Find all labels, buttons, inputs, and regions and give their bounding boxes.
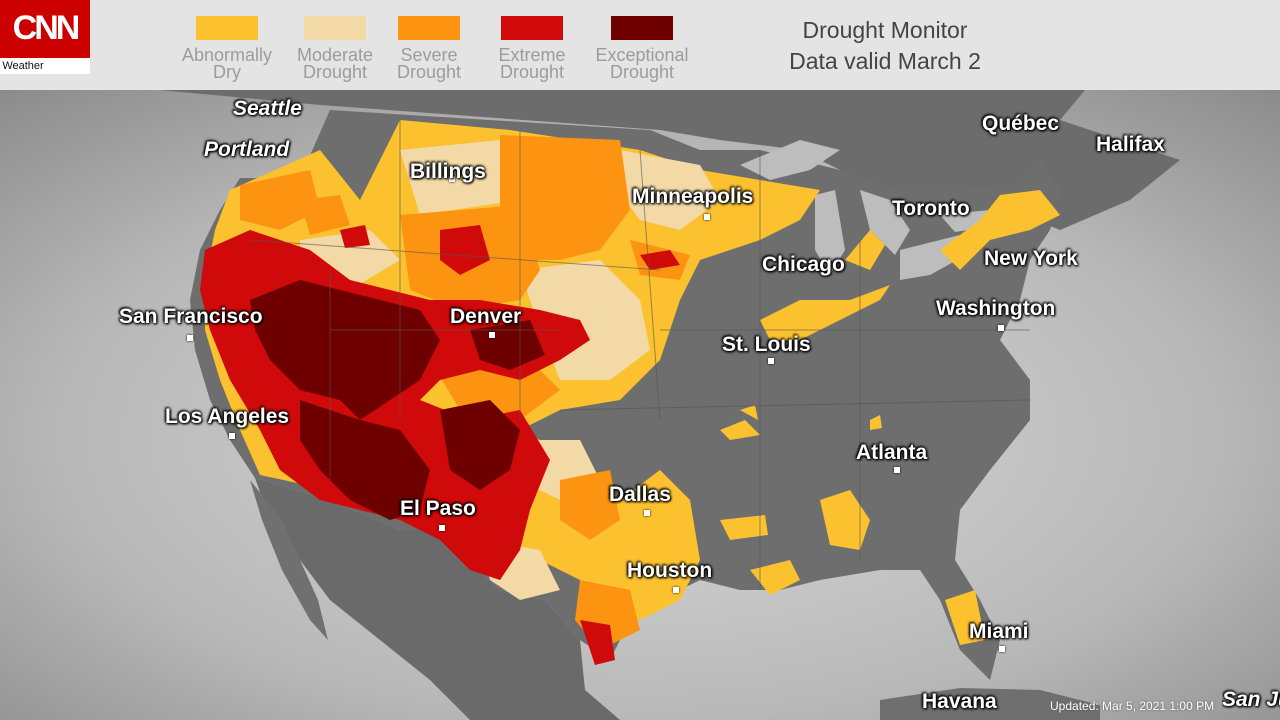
houston-marker xyxy=(673,587,679,593)
legend-item-exceptional-drought: Exceptional Drought xyxy=(590,16,694,81)
legend-swatch xyxy=(304,16,366,40)
title-line-2: Data valid March 2 xyxy=(789,48,981,74)
cuba-land xyxy=(880,688,1100,720)
city-label-halifax: Halifax xyxy=(1096,133,1165,156)
map-canvas xyxy=(0,90,1280,720)
washington-marker xyxy=(998,325,1004,331)
map-title: Drought Monitor Data valid March 2 xyxy=(770,15,1000,77)
denver-marker xyxy=(489,332,495,338)
city-label-miami: Miami xyxy=(969,620,1029,643)
dallas-marker xyxy=(644,510,650,516)
atlanta-marker xyxy=(894,467,900,473)
city-label-el-paso: El Paso xyxy=(400,497,476,520)
legend-item-severe-drought: Severe Drought xyxy=(377,16,481,81)
baja-peninsula xyxy=(250,480,328,640)
legend-label: Abnormally Dry xyxy=(181,45,273,82)
legend-item-extreme-drought: Extreme Drought xyxy=(480,16,584,81)
st-louis-marker xyxy=(768,358,774,364)
legend-label: Extreme Drought xyxy=(498,45,566,82)
city-label-atlanta: Atlanta xyxy=(856,441,928,464)
billings-marker xyxy=(449,176,455,182)
city-label-seattle: Seattle xyxy=(233,97,302,120)
exceptional-drought-areas xyxy=(250,280,545,520)
los-angeles-marker xyxy=(229,433,235,439)
city-label-san-juan: San Juan xyxy=(1222,688,1280,711)
header-bar: CNN Weather Abnormally Dry Moderate Drou… xyxy=(0,0,1280,90)
legend-item-abnormally-dry: Abnormally Dry xyxy=(175,16,279,81)
state-borders xyxy=(249,120,1031,590)
great-lakes xyxy=(740,140,1000,280)
updated-timestamp: Updated: Mar 5, 2021 1:00 PM xyxy=(1050,699,1215,713)
drought-map xyxy=(0,90,1280,720)
logo-name: CNN xyxy=(12,9,81,47)
city-label-denver: Denver xyxy=(450,305,522,328)
city-label-dallas: Dallas xyxy=(609,483,671,506)
logo-subtitle: Weather xyxy=(0,58,90,74)
cnn-logo: CNN Weather xyxy=(0,0,90,74)
legend-label: Severe Drought xyxy=(396,45,462,82)
miami-marker xyxy=(999,646,1005,652)
city-label-minneapolis: Minneapolis xyxy=(632,185,754,208)
minneapolis-marker xyxy=(704,214,710,220)
legend-label: Moderate Drought xyxy=(296,45,374,82)
city-label-chicago: Chicago xyxy=(762,253,845,276)
el-paso-marker xyxy=(439,525,445,531)
city-label-houston: Houston xyxy=(627,559,713,582)
city-label-washington: Washington xyxy=(936,297,1056,320)
legend-swatch xyxy=(501,16,563,40)
legend-label: Exceptional Drought xyxy=(595,45,689,82)
legend-swatch xyxy=(611,16,673,40)
san-francisco-marker xyxy=(187,335,193,341)
mexico-land xyxy=(255,478,620,720)
city-label-toronto: Toronto xyxy=(892,197,970,220)
legend-swatch xyxy=(196,16,258,40)
city-label-los-angeles: Los Angeles xyxy=(165,405,290,428)
city-label-havana: Havana xyxy=(922,690,997,713)
city-label-st-louis: St. Louis xyxy=(722,333,811,356)
city-label-san-francisco: San Francisco xyxy=(119,305,263,328)
title-line-1: Drought Monitor xyxy=(802,17,968,43)
legend-swatch xyxy=(398,16,460,40)
city-label-billings: Billings xyxy=(410,160,486,183)
city-label-new-york: New York xyxy=(984,247,1078,270)
city-label-portland: Portland xyxy=(204,138,290,161)
city-label-quebec: Québec xyxy=(982,112,1060,135)
legend-item-moderate-drought: Moderate Drought xyxy=(283,16,387,81)
